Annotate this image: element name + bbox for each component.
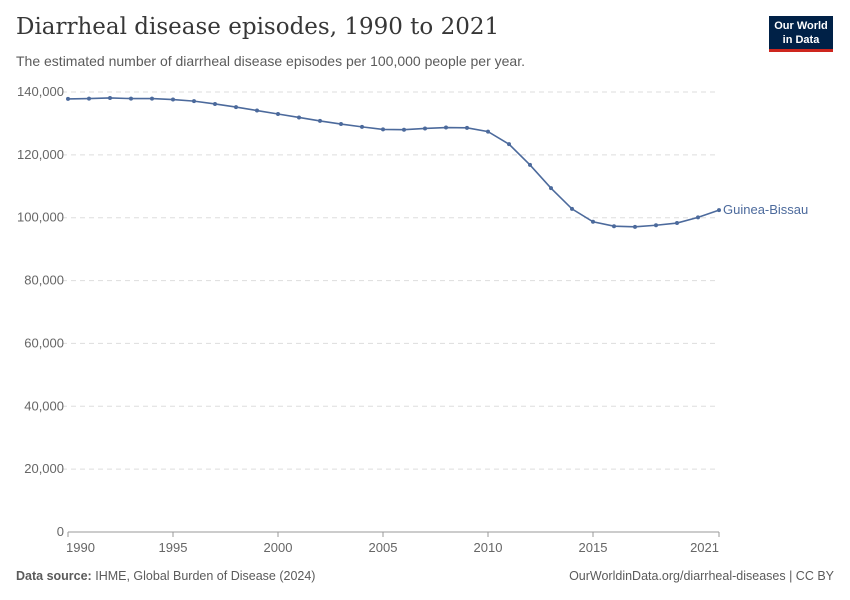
y-tick-label: 60,000	[24, 335, 64, 350]
data-point	[486, 129, 490, 134]
data-point	[150, 96, 154, 101]
data-point	[717, 208, 721, 213]
data-point	[465, 125, 469, 130]
x-tick-label: 2000	[264, 540, 293, 555]
data-point	[108, 95, 112, 100]
y-tick-label: 40,000	[24, 398, 64, 413]
x-tick-label: 2021	[690, 540, 719, 555]
data-point	[696, 215, 700, 220]
source-text[interactable]: IHME, Global Burden of Disease (2024)	[95, 569, 316, 583]
y-tick-label: 120,000	[17, 147, 64, 162]
data-point	[297, 115, 301, 120]
data-point	[234, 105, 238, 110]
data-point	[360, 124, 364, 129]
x-tick-label: 2010	[474, 540, 503, 555]
source-label: Data source:	[16, 569, 92, 583]
data-point	[129, 96, 133, 101]
data-point	[654, 223, 658, 228]
data-point	[591, 219, 595, 224]
y-tick-label: 20,000	[24, 461, 64, 476]
data-point	[507, 142, 511, 147]
logo-text: in Data	[782, 34, 820, 46]
data-point	[675, 221, 679, 226]
x-tick-label: 1995	[159, 540, 188, 555]
data-point	[66, 96, 70, 101]
data-point	[402, 127, 406, 132]
data-point	[171, 97, 175, 102]
footer-url[interactable]: OurWorldinData.org/diarrheal-diseases | …	[569, 569, 834, 583]
series-line	[67, 97, 720, 228]
data-point	[570, 206, 574, 211]
y-tick-label: 80,000	[24, 273, 64, 288]
x-tick-label: 2015	[579, 540, 608, 555]
data-point	[255, 108, 259, 113]
y-tick-label: 0	[57, 524, 64, 539]
data-point	[444, 125, 448, 130]
data-point	[612, 224, 616, 229]
data-point	[87, 96, 91, 101]
series-label: Guinea-Bissau	[723, 202, 808, 217]
data-point	[633, 224, 637, 229]
y-tick-label: 140,000	[17, 84, 64, 99]
x-tick-label: 2005	[369, 540, 398, 555]
chart-title: Diarrheal disease episodes, 1990 to 2021	[16, 14, 500, 40]
data-point	[423, 126, 427, 131]
x-tick-label: 1990	[66, 540, 95, 555]
y-tick-label: 100,000	[17, 210, 64, 225]
data-source: Data source: IHME, Global Burden of Dise…	[16, 569, 315, 583]
data-point	[339, 122, 343, 127]
owid-logo[interactable]: Our World in Data	[769, 16, 833, 52]
data-point	[549, 186, 553, 191]
data-point	[318, 118, 322, 123]
logo-text: Our World	[774, 20, 828, 32]
data-point	[528, 162, 532, 167]
chart-subtitle: The estimated number of diarrheal diseas…	[16, 53, 525, 69]
data-point	[381, 127, 385, 132]
data-point	[213, 101, 217, 106]
data-point	[192, 99, 196, 104]
data-point	[276, 112, 280, 116]
